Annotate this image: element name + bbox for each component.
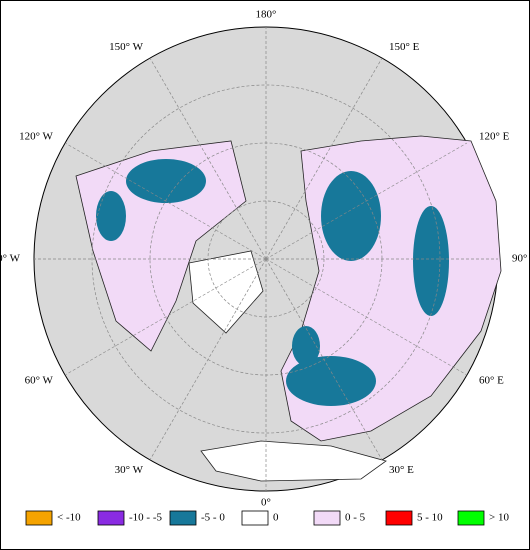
- legend-swatch: [97, 510, 125, 526]
- legend-swatch: [385, 510, 413, 526]
- graticule: [34, 27, 498, 491]
- legend-label: 0: [273, 512, 279, 524]
- meridian-label: 60° E: [479, 375, 504, 387]
- legend-label: < -10: [57, 512, 81, 524]
- meridian-label: 150° W: [109, 41, 143, 53]
- legend-swatch: [169, 510, 197, 526]
- meridian-label: 30° W: [115, 464, 144, 476]
- legend-label: -5 - 0: [201, 512, 225, 524]
- legend-swatch: [313, 510, 341, 526]
- africa: [200, 440, 387, 482]
- meridian: [265, 258, 383, 461]
- legend-swatch: [25, 510, 53, 526]
- meridian: [265, 142, 468, 260]
- legend-label: 5 - 10: [417, 512, 443, 524]
- meridian-label: 180°: [256, 9, 277, 21]
- greenland: [188, 250, 264, 334]
- meridian: [64, 258, 267, 376]
- meridian: [265, 57, 383, 260]
- legend-swatch: [457, 510, 485, 526]
- legend-label: > 10: [489, 512, 509, 524]
- meridian-label: 30° E: [389, 464, 414, 476]
- meridian: [64, 142, 267, 260]
- legend-label: 0 - 5: [345, 512, 366, 524]
- meridian-label: 60° W: [25, 375, 54, 387]
- meridian-label: 0°: [261, 497, 271, 509]
- meridian-label: 150° E: [389, 41, 420, 53]
- meridian-label: 90° W: [1, 253, 21, 265]
- meridian-label: 120° W: [19, 131, 53, 143]
- meridian: [149, 258, 267, 461]
- meridian-label: 90° E: [512, 253, 529, 265]
- meridian-label: 120° E: [479, 131, 510, 143]
- land: [75, 135, 502, 482]
- legend-swatch: [241, 510, 269, 526]
- legend-label: -10 - -5: [129, 512, 162, 524]
- meridian: [265, 258, 468, 376]
- north-america: [75, 140, 247, 352]
- meridian: [149, 57, 267, 260]
